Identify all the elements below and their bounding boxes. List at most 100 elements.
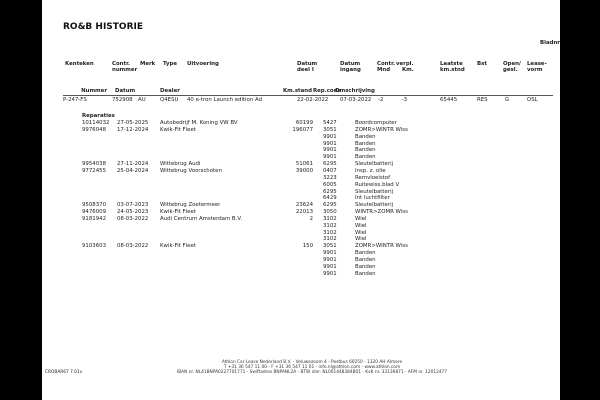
header-dealer: Dealer — [160, 88, 180, 94]
repair-number: 9181942 — [82, 215, 107, 222]
header-line: verpl. — [396, 61, 414, 67]
uitvoering: 40 e-tron Launch edition Ad — [187, 97, 262, 103]
repair-km: 23624 — [295, 202, 313, 209]
header-type: Type — [163, 61, 178, 67]
repair-dealer: Wittebrug Audi — [160, 161, 201, 168]
footer-registration: IBAN nr. NL41BNPA0227701771 - Swiftadres… — [176, 370, 448, 375]
header-kenteken: Kenteken — [65, 61, 94, 67]
repair-description: Boordcomputer — [355, 120, 397, 126]
repair-code: 9901 — [323, 270, 337, 277]
repair-date: 25-04-2024 — [117, 167, 149, 174]
repair-description: WINTR>ZOMR Wiss — [355, 209, 408, 216]
page-number-label: Bladnr — [540, 40, 560, 46]
repair-description: Sleutelbatterij — [355, 202, 394, 209]
form-code: CROBAR67 7.01v — [45, 370, 83, 375]
repair-description: Remvloeistof — [355, 174, 390, 181]
repair-number: 9476009 — [82, 209, 107, 216]
repair-km: 150 — [302, 243, 313, 250]
header-line: Contr. — [112, 61, 131, 67]
header-line: Open/ — [503, 61, 521, 67]
header-datum-ingang: Datum ingang — [340, 61, 361, 74]
repair-date: 08-03-2022 — [117, 215, 149, 222]
repair-number: 9954038 — [82, 161, 107, 168]
repair-code: 3102 — [323, 215, 337, 222]
repair-date: 03-07-2023 — [117, 202, 149, 209]
repair-code: 6005 — [323, 181, 337, 188]
repair-description: Sleutelbatterij — [355, 161, 394, 168]
repair-code: 9901 — [323, 250, 337, 257]
repair-code: 9901 — [323, 263, 337, 270]
repair-dealer: Wittebrug Zoetermeer — [160, 202, 221, 209]
header-divider — [63, 95, 553, 96]
header-datum: Datum — [115, 88, 136, 94]
header-line: Laatste — [440, 61, 463, 67]
repair-code: 3223 — [323, 174, 337, 181]
repair-dealer: Kwik-Fit Fleet — [160, 243, 196, 250]
repair-description: Ruitewiss.blad V — [355, 181, 400, 188]
header-line: Mnd — [377, 67, 391, 74]
repair-description: Wiel — [355, 236, 367, 243]
repair-code: 6429 — [323, 195, 337, 202]
repair-code: 9901 — [323, 133, 337, 140]
header-merk: Merk — [140, 61, 156, 67]
repair-code: 0407 — [323, 167, 337, 174]
repair-code: 6295 — [323, 188, 337, 195]
repair-dealer: Kwik-Fit Fleet — [160, 126, 196, 133]
repair-description: Banden — [355, 250, 376, 257]
header-km-stand: Km.stand — [283, 88, 312, 94]
repair-date: 17-12-2024 — [117, 126, 149, 133]
header-line: deel I — [297, 67, 314, 74]
repair-km: 39000 — [295, 167, 313, 174]
header-line: Datum — [297, 61, 318, 67]
contr-mnd: -2 — [378, 97, 384, 103]
datum-deel: 22-02-2022 — [297, 97, 329, 103]
footer-contact: T +31 36 547 11 00 - F +31 36 547 11 01 … — [223, 365, 401, 370]
footer-address: Athlon Car Lease Nederland B.V. - Veluwe… — [221, 360, 403, 365]
repair-code: 3050 — [323, 209, 337, 216]
repair-description: Wiel — [355, 229, 367, 236]
repair-code: 6295 — [323, 161, 337, 168]
repair-description: Wiel — [355, 222, 367, 229]
open-gesl: G — [505, 97, 510, 103]
repair-dealer: Autobedrijf M. Koning VW BV — [160, 120, 238, 126]
repair-code: 3102 — [323, 236, 337, 243]
header-laatste-km: Laatste km.stnd — [440, 61, 465, 74]
repair-number: 9508370 — [82, 202, 107, 209]
repair-code: 6295 — [323, 202, 337, 209]
repair-description: Int luchtfilter — [355, 195, 390, 202]
header-line: Km. — [402, 67, 414, 74]
repair-km: 196077 — [292, 126, 313, 133]
header-line: vorm — [527, 67, 543, 74]
header-line: gesl. — [503, 67, 518, 74]
bst: RES — [477, 97, 488, 103]
repair-code: 3051 — [323, 126, 337, 133]
repair-date: 24-05-2023 — [117, 209, 149, 216]
repair-description: Banden — [355, 147, 376, 154]
repair-code: 3102 — [323, 229, 337, 236]
repair-description: Wiel — [355, 215, 367, 222]
verpl-km: -3 — [401, 97, 407, 103]
header-datum-deel: Datum deel I — [297, 61, 317, 74]
repair-date: 27-11-2024 — [117, 161, 149, 168]
repair-km: 60199 — [295, 120, 313, 126]
header-rep-code: Rep.code — [313, 88, 342, 94]
repair-km: 22013 — [295, 209, 313, 216]
type: Q4ESU — [160, 97, 179, 103]
header-nummer: Nummer — [81, 88, 107, 94]
repair-dealer: Audi Centrum Amsterdam B.V. — [160, 215, 243, 222]
repair-code: 9901 — [323, 140, 337, 147]
repair-km: 2 — [309, 215, 313, 222]
repair-dealer: Kwik-Fit Fleet — [160, 209, 196, 216]
repair-number: 9103603 — [82, 243, 107, 250]
header-bst: Bst — [477, 61, 487, 67]
repair-description: Insp. z. olie — [355, 167, 386, 174]
repair-number: 10114032 — [82, 120, 110, 126]
repair-code: 9901 — [323, 147, 337, 154]
contract-number: 752908 — [112, 97, 133, 103]
repair-number: 9976048 — [82, 126, 107, 133]
repair-number: 9772455 — [82, 167, 107, 174]
repairs-heading: Reparaties — [82, 113, 115, 119]
document-page: RO&B HISTORIE Bladnr Kenteken Contr. numm… — [42, 0, 560, 400]
repair-date: 27-05-2025 — [117, 120, 149, 126]
repair-description: ZOMR>WINTR Wiss — [355, 126, 408, 133]
